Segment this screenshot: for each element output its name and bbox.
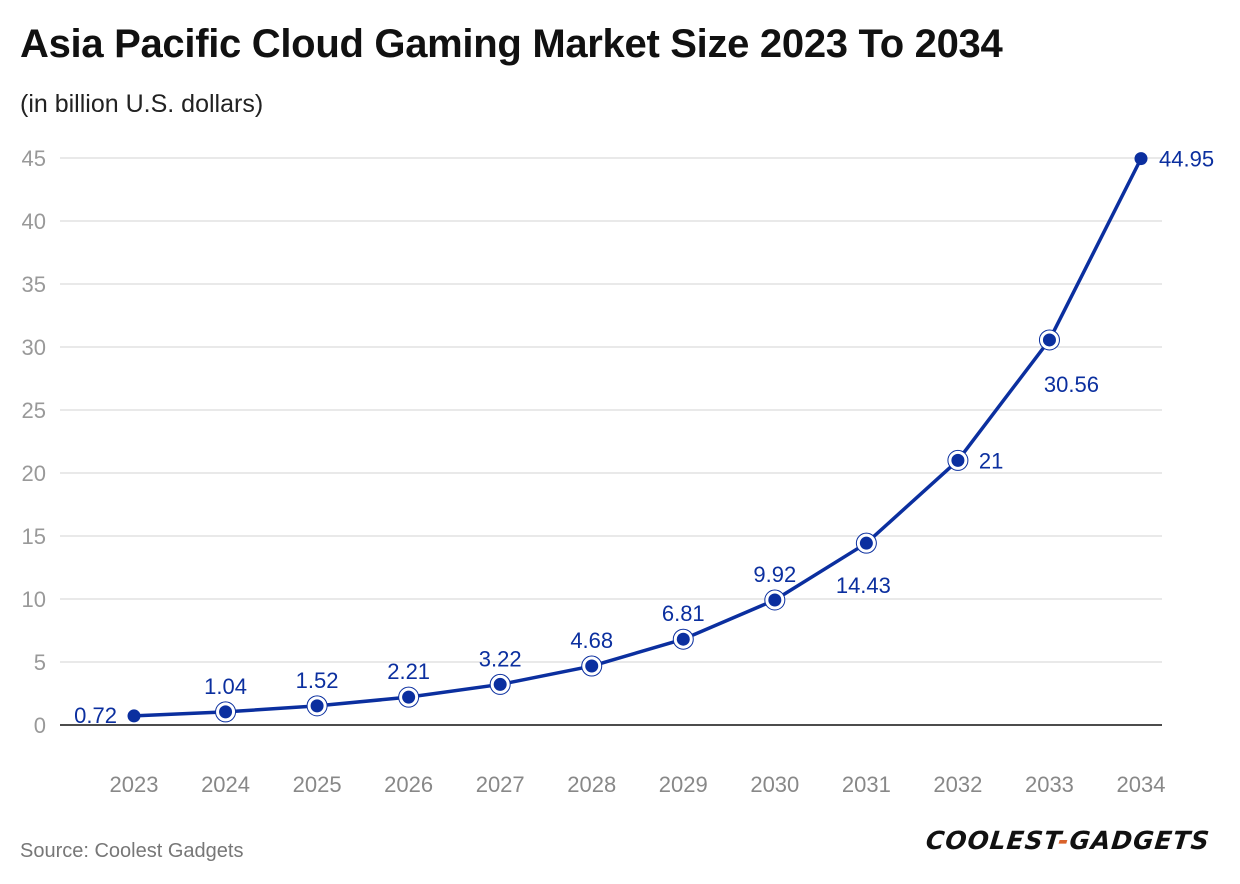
data-point bbox=[1042, 333, 1056, 347]
x-tick-label: 2026 bbox=[384, 772, 433, 797]
data-label: 14.43 bbox=[836, 573, 891, 598]
chart-title: Asia Pacific Cloud Gaming Market Size 20… bbox=[20, 22, 1003, 66]
data-point bbox=[951, 453, 965, 467]
data-point bbox=[219, 705, 233, 719]
data-label: 21 bbox=[979, 448, 1003, 473]
data-label: 30.56 bbox=[1044, 372, 1099, 397]
data-point bbox=[676, 632, 690, 646]
data-point bbox=[402, 690, 416, 704]
source-note: Source: Coolest Gadgets bbox=[20, 840, 244, 862]
y-tick-label: 15 bbox=[22, 524, 46, 549]
y-tick-label: 10 bbox=[22, 587, 46, 612]
logo-left: COOLEST bbox=[924, 826, 1060, 855]
y-tick-label: 45 bbox=[22, 146, 46, 171]
data-point bbox=[493, 677, 507, 691]
x-tick-label: 2031 bbox=[842, 772, 891, 797]
y-tick-label: 40 bbox=[22, 209, 46, 234]
data-label: 0.72 bbox=[74, 703, 117, 728]
data-label: 6.81 bbox=[662, 601, 705, 626]
x-tick-label: 2033 bbox=[1025, 772, 1074, 797]
x-tick-label: 2024 bbox=[201, 772, 250, 797]
data-label: 3.22 bbox=[479, 646, 522, 671]
data-label: 2.21 bbox=[387, 659, 430, 684]
x-tick-label: 2028 bbox=[567, 772, 616, 797]
y-tick-label: 30 bbox=[22, 335, 46, 360]
data-point bbox=[310, 699, 324, 713]
x-tick-label: 2025 bbox=[293, 772, 342, 797]
data-point bbox=[127, 709, 141, 723]
data-label: 1.52 bbox=[296, 668, 339, 693]
brand-logo: COOLEST-GADGETS bbox=[924, 826, 1211, 855]
y-tick-label: 20 bbox=[22, 461, 46, 486]
y-tick-label: 25 bbox=[22, 398, 46, 423]
data-point bbox=[1134, 152, 1148, 166]
data-point bbox=[585, 659, 599, 673]
data-point bbox=[768, 593, 782, 607]
data-label: 1.04 bbox=[204, 674, 247, 699]
data-label: 9.92 bbox=[753, 562, 796, 587]
y-tick-label: 0 bbox=[34, 713, 46, 738]
data-label: 44.95 bbox=[1159, 147, 1214, 172]
x-tick-label: 2030 bbox=[750, 772, 799, 797]
data-label: 4.68 bbox=[570, 628, 613, 653]
x-tick-label: 2027 bbox=[476, 772, 525, 797]
series-line bbox=[132, 156, 1143, 718]
x-tick-label: 2032 bbox=[933, 772, 982, 797]
data-point bbox=[859, 536, 873, 550]
x-tick-label: 2023 bbox=[110, 772, 159, 797]
y-tick-label: 5 bbox=[34, 650, 46, 675]
chart-subtitle: (in billion U.S. dollars) bbox=[20, 90, 264, 118]
logo-right: GADGETS bbox=[1068, 826, 1212, 855]
y-tick-label: 35 bbox=[22, 272, 46, 297]
x-tick-label: 2029 bbox=[659, 772, 708, 797]
x-tick-label: 2034 bbox=[1117, 772, 1166, 797]
